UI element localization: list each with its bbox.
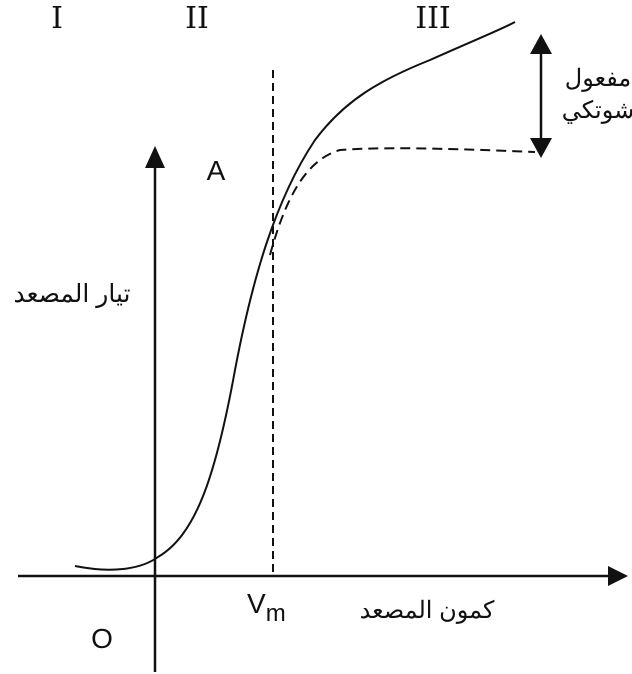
schottky-label-line1: مفعول [565, 65, 631, 92]
saturation-curve-dashed [269, 147, 536, 256]
origin-label: O [91, 623, 113, 654]
x-axis-label: كمون المصعد [360, 597, 495, 624]
schottky-arrowhead-bottom [530, 138, 552, 158]
schottky-arrowhead-top [530, 34, 552, 54]
region-label-3: III [415, 1, 451, 36]
y-axis-end-label: A [207, 155, 226, 186]
vm-label-subscript: m [266, 600, 286, 627]
y-axis-label: تيار المصعد [13, 280, 130, 309]
y-axis-arrowhead [145, 146, 165, 168]
region-label-2: II [185, 1, 209, 36]
x-axis-arrowhead [608, 566, 628, 586]
schottky-label-line2: شوتكي [562, 97, 632, 124]
vm-label: Vm [247, 588, 286, 627]
region-label-1: I [51, 1, 63, 36]
characteristic-curve-solid [74, 21, 516, 571]
vm-label-main: V [247, 588, 266, 619]
